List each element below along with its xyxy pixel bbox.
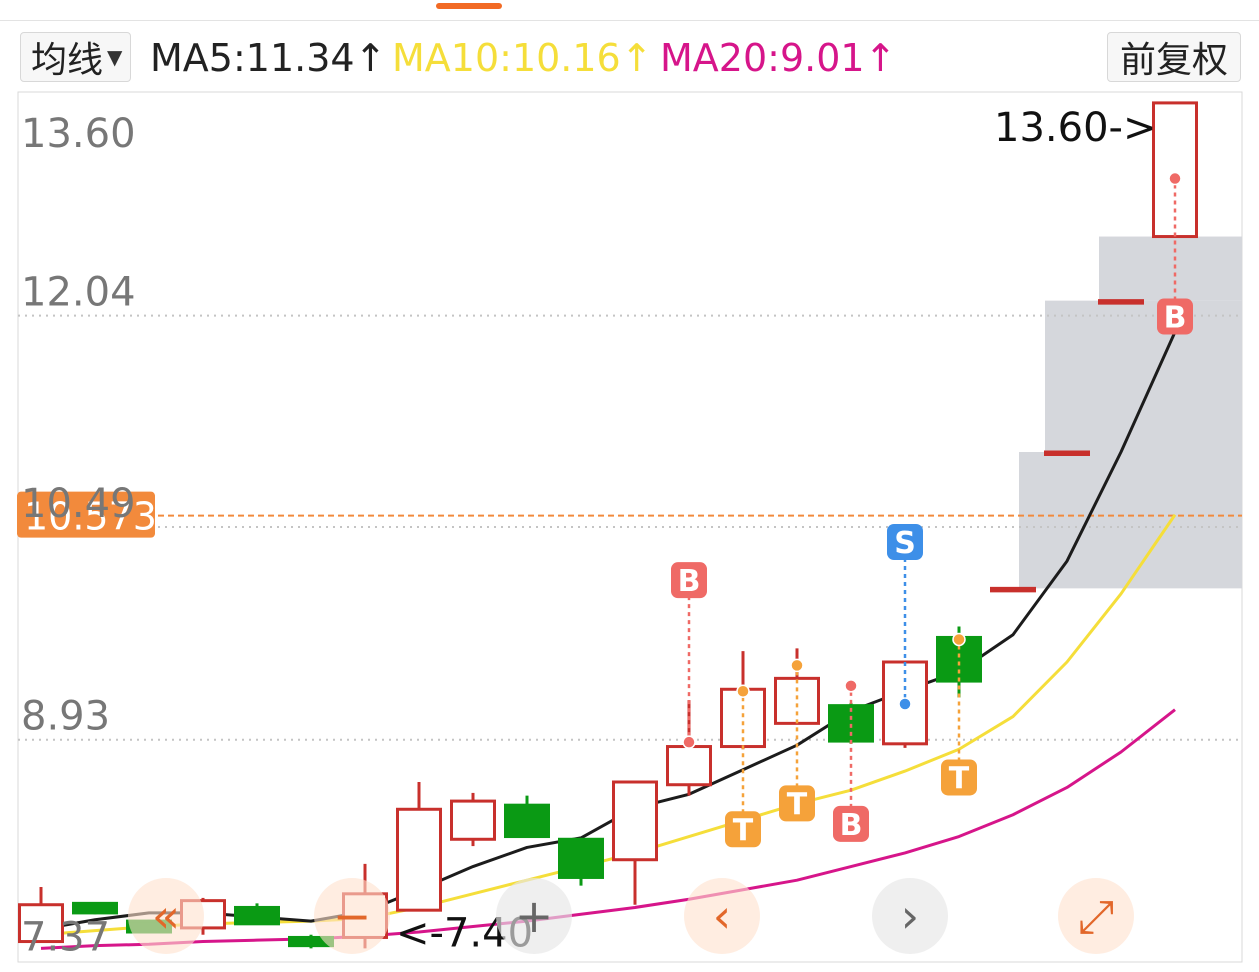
candle[interactable] xyxy=(1044,450,1090,456)
y-tick-label: 12.04 xyxy=(21,270,136,316)
y-tick-label: 8.93 xyxy=(21,694,110,740)
ma-type-label: 均线 xyxy=(31,40,104,81)
candle-body xyxy=(990,586,1036,593)
y-tick-label: 7.37 xyxy=(21,914,110,960)
candle[interactable] xyxy=(558,837,604,886)
marker-badge xyxy=(725,811,761,848)
button-backdrop xyxy=(1058,878,1134,954)
candle-body xyxy=(18,903,64,944)
candle[interactable] xyxy=(396,782,442,912)
marker-label: B xyxy=(1164,301,1187,336)
candle-body xyxy=(450,799,496,841)
candle-body xyxy=(504,803,550,839)
button-backdrop xyxy=(872,878,948,954)
signal-marker-b[interactable]: B xyxy=(671,562,707,749)
candle[interactable] xyxy=(612,780,658,905)
marker-label: S xyxy=(894,526,916,561)
candle[interactable] xyxy=(450,792,496,847)
adjust-mode-label: 前复权 xyxy=(1119,40,1228,81)
candle-body xyxy=(396,807,442,912)
marker-dot xyxy=(736,684,750,699)
plus-icon: + xyxy=(515,889,554,943)
zoom-in-button[interactable]: + xyxy=(496,878,572,954)
ma20-value: MA20:9.01↑ xyxy=(660,36,897,80)
candle-body xyxy=(72,901,118,915)
candle[interactable] xyxy=(1152,101,1198,239)
minus-icon: − xyxy=(333,889,372,943)
fast-back-button[interactable]: « xyxy=(128,878,204,954)
candle-body xyxy=(612,780,658,862)
candle[interactable] xyxy=(1098,299,1144,305)
marker-badge xyxy=(1157,298,1193,335)
button-backdrop xyxy=(314,878,390,954)
button-backdrop xyxy=(684,878,760,954)
marker-badge xyxy=(941,759,977,796)
y-tick-label: 13.60 xyxy=(21,111,136,157)
high-annotation: 13.60-> xyxy=(994,105,1156,151)
ma-header: 均线 ▼ MA5:11.34↑ MA10:10.16↑ MA20:9.01↑ 前… xyxy=(0,30,1259,86)
next-button[interactable]: › xyxy=(872,878,948,954)
marker-label: B xyxy=(840,808,863,843)
marker-label: T xyxy=(733,813,754,848)
candle-body xyxy=(774,676,820,725)
marker-dot xyxy=(898,697,912,711)
signal-marker-t[interactable]: T xyxy=(779,658,815,822)
candle-body xyxy=(234,905,280,926)
button-backdrop xyxy=(128,878,204,954)
marker-badge xyxy=(887,524,923,560)
ma5-line xyxy=(40,331,1177,931)
caret-down-icon: ▼ xyxy=(107,45,123,69)
ma10-value: MA10:10.16↑ xyxy=(392,36,653,80)
marker-label: B xyxy=(678,564,701,599)
expand-icon: ⤢ xyxy=(1078,889,1115,943)
active-tab-indicator xyxy=(436,3,502,9)
candle-body xyxy=(1098,299,1144,305)
candle-body xyxy=(666,745,712,787)
marker-dot xyxy=(952,632,966,647)
candle[interactable] xyxy=(72,901,118,915)
zoom-out-button[interactable]: − xyxy=(314,878,390,954)
signal-marker-t[interactable]: T xyxy=(725,684,761,848)
candle-body xyxy=(1152,101,1198,239)
marker-dot xyxy=(682,735,696,749)
button-backdrop xyxy=(496,878,572,954)
y-tick-label: 10.49 xyxy=(21,481,136,527)
current-price-label: 10.573 xyxy=(24,495,157,539)
signal-marker-t[interactable]: T xyxy=(941,632,977,796)
ma-type-dropdown[interactable]: 均线 ▼ xyxy=(20,32,132,82)
ma5-value: MA5:11.34↑ xyxy=(150,36,387,80)
top-divider xyxy=(0,20,1259,21)
marker-label: T xyxy=(949,761,970,796)
current-price-tag xyxy=(17,491,155,538)
prev-button[interactable]: ‹ xyxy=(684,878,760,954)
marker-badge xyxy=(779,785,815,822)
chevron-left-icon: ‹ xyxy=(713,889,731,943)
marker-dot xyxy=(844,679,858,693)
candle[interactable] xyxy=(18,887,64,944)
fullscreen-button[interactable]: ⤢ xyxy=(1058,878,1134,954)
price-gap-zone xyxy=(1019,452,1242,589)
candle[interactable] xyxy=(234,903,280,926)
signal-marker-b[interactable]: B xyxy=(1157,171,1193,336)
marker-label: T xyxy=(787,787,808,822)
candle-body xyxy=(558,837,604,879)
price-gap-zone xyxy=(1099,236,1242,301)
marker-dot xyxy=(1168,171,1182,186)
marker-dot xyxy=(790,658,804,673)
marker-badge xyxy=(671,562,707,599)
candle-body xyxy=(1044,450,1090,456)
candle[interactable] xyxy=(504,795,550,839)
adjust-mode-button[interactable]: 前复权 xyxy=(1106,32,1241,82)
chevron-right-icon: › xyxy=(901,889,919,943)
ma20-line xyxy=(40,708,1176,950)
signal-marker-s[interactable]: S xyxy=(887,524,923,711)
marker-badge xyxy=(833,805,869,842)
ma10-line xyxy=(40,513,1177,937)
candle[interactable] xyxy=(990,586,1036,593)
signal-marker-b[interactable]: B xyxy=(833,679,869,843)
double-chevron-left-icon: « xyxy=(152,889,180,943)
price-gap-zone xyxy=(1045,300,1242,452)
